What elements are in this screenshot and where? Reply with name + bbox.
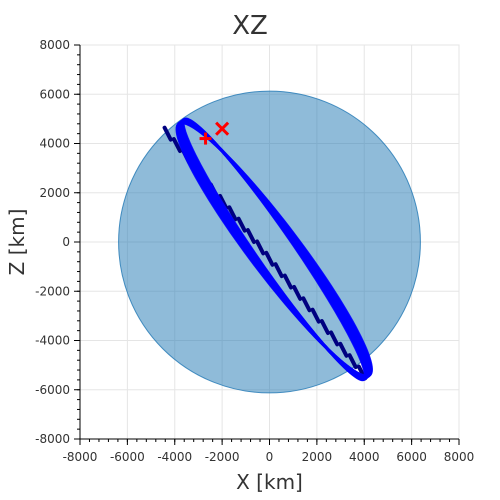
x-tick-label: 0 [266,450,274,464]
ground-track-stripe [338,341,349,358]
y-tick-label: -6000 [35,383,70,397]
ground-track-stripe [329,330,340,347]
ground-track-stripe [347,353,358,370]
ground-track-stripe [255,239,266,256]
plot-area: -8000 -6000 -4000 -2000 0 2000 4000 6000 8000 800… [35,38,474,464]
ground-track-stripe [245,228,256,244]
y-tick-label: 4000 [39,137,70,151]
ground-track-stripe [171,137,182,154]
y-tick-label: 8000 [39,38,70,52]
x-tick-label: 8000 [444,450,475,464]
x-tick-label: -4000 [157,450,192,464]
y-tick-label: 6000 [39,87,70,101]
marker-start [199,132,212,145]
y-tick-label: -4000 [35,334,70,348]
y-tick-label: -8000 [35,432,70,446]
marker-end-b [215,121,230,136]
ground-track-stripe [310,307,321,324]
plot-content [118,90,421,394]
x-axis-label: X [km] [236,470,303,494]
chart-title: XZ [232,11,268,41]
ground-track-stripe [264,250,275,267]
y-tick-label: 2000 [39,186,70,200]
earth-disc [118,90,421,394]
ground-track-stripe [292,284,303,301]
y-tick-label: -2000 [35,284,70,298]
ground-track-stripe [236,216,247,233]
orbit-pass [175,121,373,378]
x-tick-label: 6000 [396,450,427,464]
ground-track-stripe [273,262,284,279]
x-tick-label: 2000 [302,450,333,464]
x-tick-label: -6000 [110,450,145,464]
x-tick-label: -8000 [63,450,98,464]
y-axis-label: Z [km] [5,209,29,276]
ground-track-stripe [282,273,293,290]
x-tick-label: 4000 [349,450,380,464]
ground-track-stripe [227,205,238,222]
ground-track-stripe [162,125,173,142]
ground-track-stripe [319,319,330,335]
y-tick-label: 0 [62,235,70,249]
marker-end [215,121,230,136]
ground-track-stripe [301,296,312,313]
x-tick-label: -2000 [205,450,240,464]
